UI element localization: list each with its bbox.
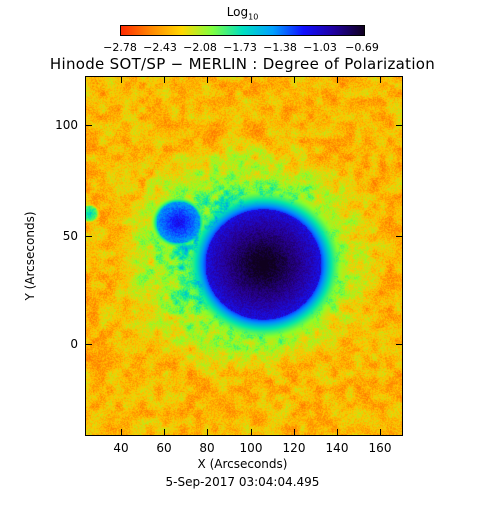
tick-mark [396, 344, 403, 345]
x-tick-label: 140 [325, 441, 349, 455]
x-tick-label: 120 [282, 441, 306, 455]
colorbar-tick: −0.69 [345, 41, 379, 54]
tick-mark [121, 76, 122, 83]
tick-mark [164, 429, 165, 436]
x-tick-label: 100 [239, 441, 263, 455]
x-tick-label: 160 [368, 441, 392, 455]
colorbar-tick: −1.38 [263, 41, 297, 54]
plot-title: Hinode SOT/SP − MERLIN : Degree of Polar… [49, 55, 436, 73]
tick-mark [396, 236, 403, 237]
tick-mark [207, 76, 208, 83]
tick-mark [294, 76, 295, 83]
tick-mark [380, 429, 381, 436]
colorbar-tick: −2.43 [143, 41, 177, 54]
x-axis-label: X (Arcseconds) [197, 457, 288, 471]
colorbar-tick: −2.78 [103, 41, 137, 54]
x-tick-label: 60 [156, 441, 172, 455]
colorbar-tick: −1.73 [223, 41, 257, 54]
tick-mark [380, 76, 381, 83]
timestamp: 5-Sep-2017 03:04:04.495 [165, 475, 320, 489]
tick-mark [85, 236, 92, 237]
polarization-map [85, 76, 403, 436]
polarization-image [86, 77, 402, 435]
x-tick-label: 40 [113, 441, 129, 455]
colorbar-tick-labels: −2.78 −2.43 −2.08 −1.73 −1.38 −1.03 −0.6… [100, 41, 385, 55]
colorbar [120, 25, 365, 36]
colorbar-tick: −1.03 [303, 41, 337, 54]
y-tick-label: 0 [70, 337, 78, 351]
colorbar-tick: −2.08 [183, 41, 217, 54]
tick-mark [164, 76, 165, 83]
tick-mark [251, 429, 252, 436]
tick-mark [294, 429, 295, 436]
tick-mark [121, 429, 122, 436]
tick-mark [251, 76, 252, 83]
colorbar-title: Log10 [226, 5, 259, 22]
tick-mark [337, 76, 338, 83]
tick-mark [337, 429, 338, 436]
tick-mark [85, 344, 92, 345]
tick-mark [207, 429, 208, 436]
y-tick-label: 100 [55, 118, 78, 132]
y-axis-label: Y (Arcseconds) [23, 211, 37, 301]
x-tick-label: 80 [199, 441, 215, 455]
tick-mark [396, 125, 403, 126]
tick-mark [85, 125, 92, 126]
y-tick-label: 50 [62, 229, 78, 243]
